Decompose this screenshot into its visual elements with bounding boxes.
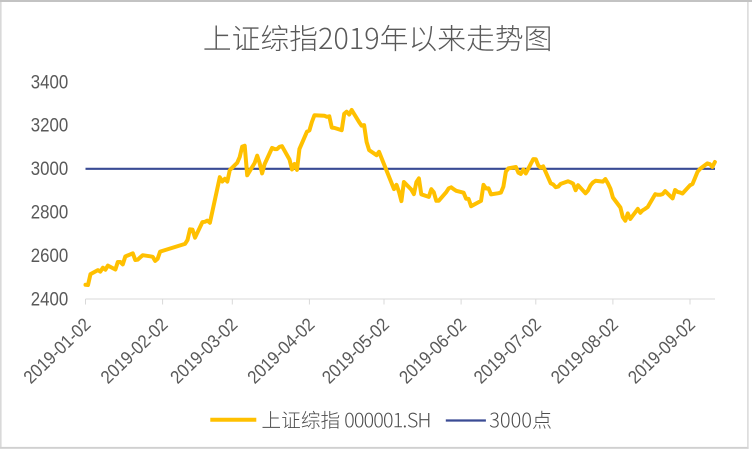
svg-text:2400: 2400 <box>31 288 68 309</box>
svg-text:3400: 3400 <box>31 71 68 92</box>
svg-text:2800: 2800 <box>31 202 68 223</box>
svg-text:2600: 2600 <box>31 245 68 266</box>
svg-text:3000: 3000 <box>31 158 68 179</box>
svg-text:3200: 3200 <box>31 115 68 136</box>
